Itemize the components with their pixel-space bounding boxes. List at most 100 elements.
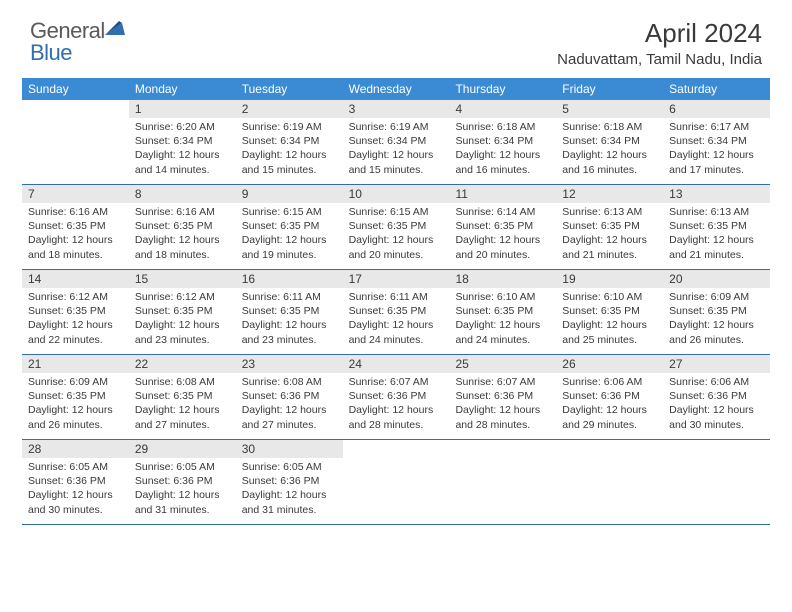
sunrise-text: Sunrise: 6:19 AM (242, 120, 337, 134)
sunrise-text: Sunrise: 6:06 AM (669, 375, 764, 389)
day-number (343, 440, 450, 458)
sunset-text: Sunset: 6:35 PM (242, 304, 337, 318)
sunrise-text: Sunrise: 6:17 AM (669, 120, 764, 134)
sunset-text: Sunset: 6:35 PM (562, 304, 657, 318)
day-cell: 20Sunrise: 6:09 AMSunset: 6:35 PMDayligh… (663, 270, 770, 354)
sunrise-text: Sunrise: 6:12 AM (135, 290, 230, 304)
daylight-text: Daylight: 12 hours and 31 minutes. (135, 488, 230, 516)
day-cell: 26Sunrise: 6:06 AMSunset: 6:36 PMDayligh… (556, 355, 663, 439)
sunrise-text: Sunrise: 6:18 AM (562, 120, 657, 134)
sunrise-text: Sunrise: 6:15 AM (242, 205, 337, 219)
sunset-text: Sunset: 6:36 PM (669, 389, 764, 403)
sunset-text: Sunset: 6:35 PM (562, 219, 657, 233)
week-row: 14Sunrise: 6:12 AMSunset: 6:35 PMDayligh… (22, 270, 770, 355)
daylight-text: Daylight: 12 hours and 18 minutes. (28, 233, 123, 261)
day-details: Sunrise: 6:12 AMSunset: 6:35 PMDaylight:… (129, 288, 236, 351)
day-details: Sunrise: 6:08 AMSunset: 6:35 PMDaylight:… (129, 373, 236, 436)
day-cell: 9Sunrise: 6:15 AMSunset: 6:35 PMDaylight… (236, 185, 343, 269)
sunset-text: Sunset: 6:36 PM (349, 389, 444, 403)
day-cell: 6Sunrise: 6:17 AMSunset: 6:34 PMDaylight… (663, 100, 770, 184)
sunset-text: Sunset: 6:35 PM (242, 219, 337, 233)
sunset-text: Sunset: 6:36 PM (28, 474, 123, 488)
sunrise-text: Sunrise: 6:14 AM (455, 205, 550, 219)
day-number (449, 440, 556, 458)
daylight-text: Daylight: 12 hours and 24 minutes. (349, 318, 444, 346)
day-details: Sunrise: 6:19 AMSunset: 6:34 PMDaylight:… (236, 118, 343, 181)
daylight-text: Daylight: 12 hours and 20 minutes. (349, 233, 444, 261)
daylight-text: Daylight: 12 hours and 25 minutes. (562, 318, 657, 346)
sunset-text: Sunset: 6:36 PM (562, 389, 657, 403)
day-number: 14 (22, 270, 129, 288)
day-details: Sunrise: 6:05 AMSunset: 6:36 PMDaylight:… (22, 458, 129, 521)
sunrise-text: Sunrise: 6:18 AM (455, 120, 550, 134)
week-row: 1Sunrise: 6:20 AMSunset: 6:34 PMDaylight… (22, 100, 770, 185)
sunrise-text: Sunrise: 6:07 AM (455, 375, 550, 389)
daylight-text: Daylight: 12 hours and 17 minutes. (669, 148, 764, 176)
sunrise-text: Sunrise: 6:05 AM (242, 460, 337, 474)
day-cell: 12Sunrise: 6:13 AMSunset: 6:35 PMDayligh… (556, 185, 663, 269)
day-cell: 5 Sunrise: 6:18 AMSunset: 6:34 PMDaylight… (556, 100, 663, 184)
day-number: 6 (663, 100, 770, 118)
day-number: 23 (236, 355, 343, 373)
logo-blue-wrap: Blue (30, 40, 72, 66)
sunrise-text: Sunrise: 6:05 AM (135, 460, 230, 474)
day-number (663, 440, 770, 458)
calendar: SundayMondayTuesdayWednesdayThursdayFrid… (0, 78, 792, 525)
sunrise-text: Sunrise: 6:16 AM (28, 205, 123, 219)
week-row: 21Sunrise: 6:09 AMSunset: 6:35 PMDayligh… (22, 355, 770, 440)
day-details: Sunrise: 6:05 AMSunset: 6:36 PMDaylight:… (129, 458, 236, 521)
day-number: 11 (449, 185, 556, 203)
day-header-wednesday: Wednesday (343, 78, 450, 100)
sunset-text: Sunset: 6:36 PM (242, 389, 337, 403)
sunset-text: Sunset: 6:35 PM (28, 389, 123, 403)
day-cell: 15Sunrise: 6:12 AMSunset: 6:35 PMDayligh… (129, 270, 236, 354)
daylight-text: Daylight: 12 hours and 30 minutes. (28, 488, 123, 516)
day-header-row: SundayMondayTuesdayWednesdayThursdayFrid… (22, 78, 770, 100)
day-cell: 8Sunrise: 6:16 AMSunset: 6:35 PMDaylight… (129, 185, 236, 269)
day-number: 16 (236, 270, 343, 288)
daylight-text: Daylight: 12 hours and 28 minutes. (455, 403, 550, 431)
day-number: 27 (663, 355, 770, 373)
day-details: Sunrise: 6:09 AMSunset: 6:35 PMDaylight:… (663, 288, 770, 351)
day-cell: 7Sunrise: 6:16 AMSunset: 6:35 PMDaylight… (22, 185, 129, 269)
sunset-text: Sunset: 6:35 PM (669, 219, 764, 233)
sunset-text: Sunset: 6:36 PM (135, 474, 230, 488)
day-details: Sunrise: 6:11 AMSunset: 6:35 PMDaylight:… (343, 288, 450, 351)
daylight-text: Daylight: 12 hours and 28 minutes. (349, 403, 444, 431)
week-row: 28Sunrise: 6:05 AMSunset: 6:36 PMDayligh… (22, 440, 770, 525)
sunset-text: Sunset: 6:35 PM (669, 304, 764, 318)
day-cell: 3Sunrise: 6:19 AMSunset: 6:34 PMDaylight… (343, 100, 450, 184)
daylight-text: Daylight: 12 hours and 16 minutes. (455, 148, 550, 176)
day-details: Sunrise: 6:20 AMSunset: 6:34 PMDaylight:… (129, 118, 236, 181)
day-details: Sunrise: 6:09 AMSunset: 6:35 PMDaylight:… (22, 373, 129, 436)
day-cell: 21Sunrise: 6:09 AMSunset: 6:35 PMDayligh… (22, 355, 129, 439)
sunrise-text: Sunrise: 6:11 AM (242, 290, 337, 304)
daylight-text: Daylight: 12 hours and 23 minutes. (242, 318, 337, 346)
day-cell: 11Sunrise: 6:14 AMSunset: 6:35 PMDayligh… (449, 185, 556, 269)
day-number: 1 (129, 100, 236, 118)
day-details: Sunrise: 6:18 AMSunset: 6:34 PMDaylight:… (449, 118, 556, 181)
day-cell: 23Sunrise: 6:08 AMSunset: 6:36 PMDayligh… (236, 355, 343, 439)
day-number: 4 (449, 100, 556, 118)
sunset-text: Sunset: 6:34 PM (562, 134, 657, 148)
day-number: 28 (22, 440, 129, 458)
daylight-text: Daylight: 12 hours and 21 minutes. (562, 233, 657, 261)
day-details: Sunrise: 6:07 AMSunset: 6:36 PMDaylight:… (449, 373, 556, 436)
daylight-text: Daylight: 12 hours and 21 minutes. (669, 233, 764, 261)
day-number (556, 440, 663, 458)
day-number: 22 (129, 355, 236, 373)
day-details: Sunrise: 6:19 AMSunset: 6:34 PMDaylight:… (343, 118, 450, 181)
day-cell: 4Sunrise: 6:18 AMSunset: 6:34 PMDaylight… (449, 100, 556, 184)
sunrise-text: Sunrise: 6:07 AM (349, 375, 444, 389)
day-details: Sunrise: 6:16 AMSunset: 6:35 PMDaylight:… (22, 203, 129, 266)
sunset-text: Sunset: 6:34 PM (349, 134, 444, 148)
day-number: 5 (556, 100, 663, 118)
day-number: 9 (236, 185, 343, 203)
day-details: Sunrise: 6:11 AMSunset: 6:35 PMDaylight:… (236, 288, 343, 351)
day-details: Sunrise: 6:17 AMSunset: 6:34 PMDaylight:… (663, 118, 770, 181)
daylight-text: Daylight: 12 hours and 16 minutes. (562, 148, 657, 176)
day-number: 3 (343, 100, 450, 118)
sunset-text: Sunset: 6:35 PM (455, 219, 550, 233)
day-header-monday: Monday (129, 78, 236, 100)
day-cell: 27Sunrise: 6:06 AMSunset: 6:36 PMDayligh… (663, 355, 770, 439)
